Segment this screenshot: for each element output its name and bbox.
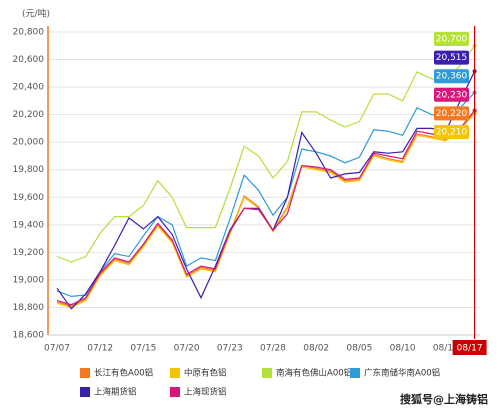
y-tick-label: 18,800 — [13, 303, 45, 313]
x-tick-label: 08/10 — [390, 344, 416, 354]
x-tick-label: 07/15 — [130, 344, 156, 354]
end-label: 20,230 — [436, 90, 468, 100]
x-tick-label: 07/23 — [217, 344, 243, 354]
y-tick-label: 19,000 — [13, 275, 45, 285]
end-label: 20,210 — [436, 128, 468, 138]
y-tick-label: 19,800 — [13, 165, 45, 175]
y-tick-label: 20,600 — [13, 55, 45, 65]
legend-swatch — [170, 368, 180, 378]
end-label-box — [434, 125, 469, 139]
y-tick-label: 20,400 — [13, 83, 45, 93]
end-label: 20,515 — [436, 53, 468, 63]
y-tick-label: 19,400 — [13, 220, 45, 230]
y-tick-label: 19,600 — [13, 193, 45, 203]
watermark: 搜狐号@上海铸铝 — [400, 392, 488, 406]
y-tick-label: 20,200 — [13, 110, 45, 120]
end-label-box — [434, 87, 469, 102]
legend-swatch — [350, 368, 360, 378]
end-label-box — [434, 50, 469, 65]
legend-label: 南海有色佛山A00铝 — [276, 368, 352, 379]
series-line — [56, 110, 476, 306]
legend-swatch — [80, 368, 90, 378]
y-tick-label: 18,600 — [13, 331, 45, 341]
legend-label: 中原有色铝 — [184, 368, 227, 379]
x-tick-label: 07/12 — [87, 344, 113, 354]
legend-label: 上海现货铝 — [184, 387, 227, 398]
y-tick-label: 19,200 — [13, 248, 45, 258]
legend-swatch — [262, 368, 272, 378]
end-label: 20,700 — [436, 35, 468, 45]
end-label: 20,360 — [436, 72, 468, 82]
end-label-box — [434, 106, 469, 121]
legend-label: 长江有色A00铝 — [94, 368, 153, 379]
series-line — [56, 45, 476, 263]
series-line — [56, 71, 476, 310]
series-line — [56, 92, 476, 298]
end-label-box — [434, 69, 469, 84]
x-tick-label: 08/13 — [433, 344, 459, 354]
legend-swatch — [170, 387, 180, 397]
legend-swatch — [80, 387, 90, 397]
end-label: 20,220 — [436, 109, 468, 119]
y-tick-label: 20,800 — [13, 28, 45, 38]
x-tick-label: 07/20 — [174, 344, 200, 354]
x-tick-label: 07/07 — [44, 344, 70, 354]
x-tick-label: 08/02 — [303, 344, 329, 354]
y-tick-label: 20,000 — [13, 138, 45, 148]
legend-label: 广东南储华南A00铝 — [364, 368, 440, 379]
x-tick-label: 07/28 — [260, 344, 286, 354]
x-tick-label: 08/17 — [457, 344, 483, 354]
y-axis-label: (元/吨) — [22, 8, 50, 20]
x-tick-label: 08/05 — [346, 344, 372, 354]
legend-label: 上海期货铝 — [94, 387, 137, 398]
end-label-box — [434, 32, 469, 46]
current-date-box — [452, 340, 487, 355]
